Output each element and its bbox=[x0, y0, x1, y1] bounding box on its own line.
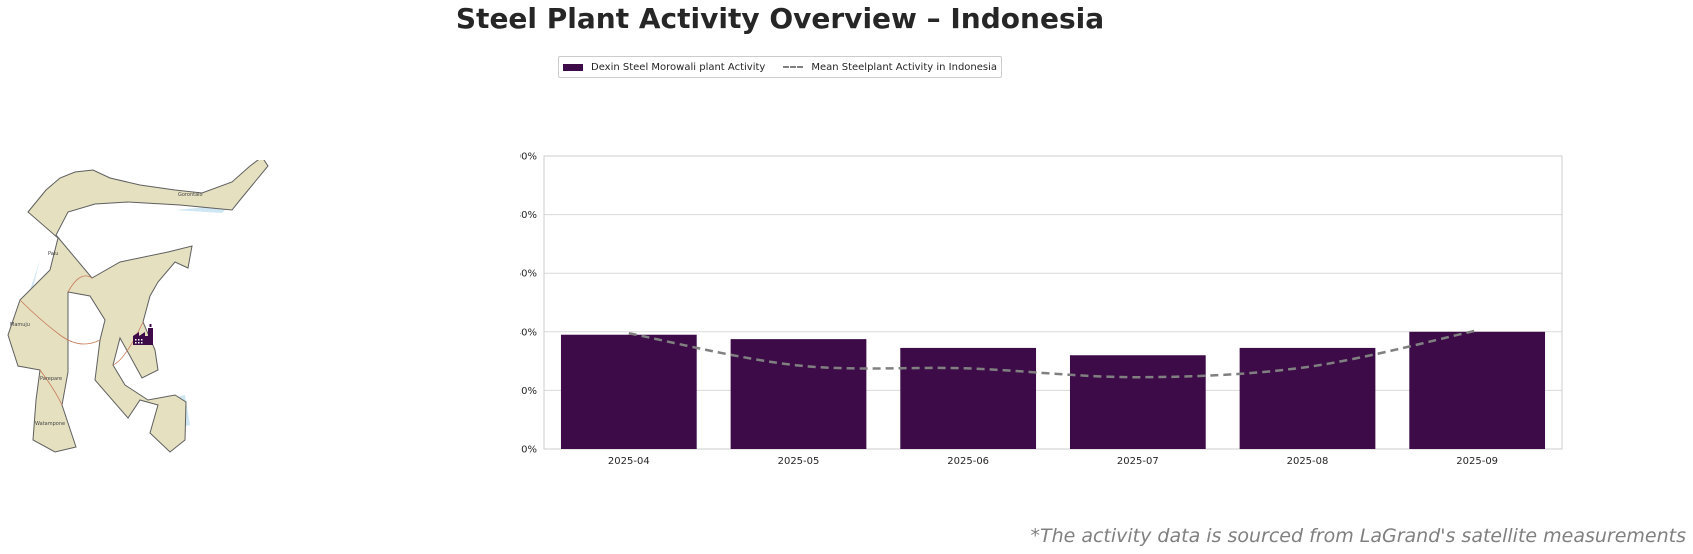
legend-item-mean: Mean Steelplant Activity in Indonesia bbox=[783, 62, 997, 73]
x-tick-label: 2025-07 bbox=[1117, 456, 1159, 467]
y-tick-label: 60% bbox=[520, 269, 537, 280]
chart-title: Steel Plant Activity Overview – Indonesi… bbox=[455, 2, 1105, 35]
bar bbox=[560, 334, 697, 449]
x-tick-label: 2025-06 bbox=[947, 456, 989, 467]
y-tick-label: 20% bbox=[520, 386, 537, 397]
y-tick-label: 40% bbox=[520, 327, 537, 338]
province-border bbox=[19, 275, 144, 406]
mean-line bbox=[628, 329, 1478, 379]
map-label-palu: Palu bbox=[48, 251, 58, 257]
legend-line-swatch bbox=[783, 66, 804, 68]
bar bbox=[1239, 347, 1376, 449]
x-tick-label: 2025-04 bbox=[608, 456, 650, 467]
map-label-parepare: Parepare bbox=[40, 376, 62, 382]
x-tick-label: 2025-05 bbox=[778, 456, 820, 467]
island-shape bbox=[7, 160, 269, 453]
y-tick-label: 100% bbox=[520, 152, 537, 163]
y-tick-label: 80% bbox=[520, 210, 537, 221]
bar bbox=[900, 347, 1037, 449]
bar bbox=[1069, 355, 1206, 449]
map-label-gorontalo: Gorontalo bbox=[178, 192, 203, 198]
y-tick-label: 0% bbox=[521, 445, 537, 456]
legend-line-label: Mean Steelplant Activity in Indonesia bbox=[811, 61, 998, 73]
factory-icon bbox=[133, 324, 153, 345]
bar bbox=[730, 339, 867, 449]
bar bbox=[1409, 331, 1546, 449]
plot-frame bbox=[543, 155, 1563, 450]
legend-item-plant: Dexin Steel Morowali plant Activity bbox=[563, 62, 765, 73]
region-map: Gorontalo Palu Mamuju Parepare Watampone bbox=[7, 160, 269, 453]
map-label-watampone: Watampone bbox=[35, 421, 65, 427]
activity-chart: 0% 20% 40% 60% 80% 100% 2025-04 2025-05 2025-06 2… bbox=[520, 152, 1563, 467]
footnote: *The activity data is sourced from LaGra… bbox=[1030, 525, 1686, 547]
x-tick-label: 2025-08 bbox=[1287, 456, 1329, 467]
legend-bar-label: Dexin Steel Morowali plant Activity bbox=[591, 61, 766, 73]
legend-bar-swatch bbox=[563, 63, 583, 71]
x-tick-label: 2025-09 bbox=[1456, 456, 1498, 467]
map-label-mamuju: Mamuju bbox=[10, 322, 30, 328]
legend: Dexin Steel Morowali plant Activity Mean… bbox=[558, 56, 1003, 78]
